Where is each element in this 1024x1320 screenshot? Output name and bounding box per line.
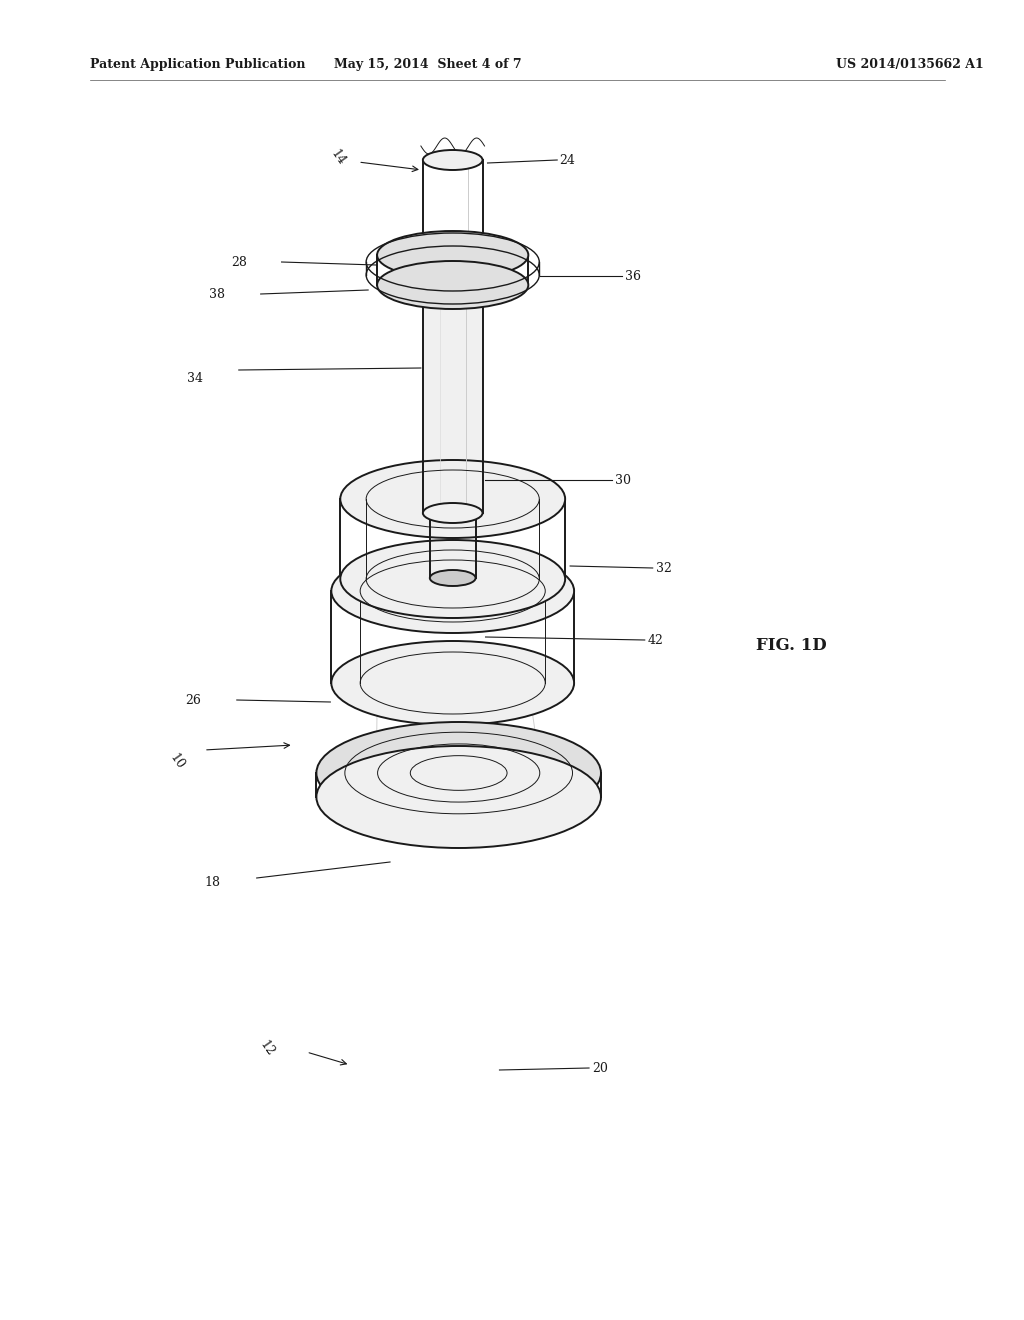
Text: May 15, 2014  Sheet 4 of 7: May 15, 2014 Sheet 4 of 7: [334, 58, 521, 71]
Ellipse shape: [316, 722, 601, 824]
Text: 28: 28: [230, 256, 247, 268]
Text: 30: 30: [614, 474, 631, 487]
Ellipse shape: [377, 231, 528, 279]
Text: 24: 24: [559, 153, 575, 166]
Text: 26: 26: [185, 693, 201, 706]
Ellipse shape: [332, 642, 574, 725]
Ellipse shape: [340, 540, 565, 618]
Text: 12: 12: [257, 1038, 276, 1059]
Text: 36: 36: [625, 269, 641, 282]
Text: 34: 34: [187, 371, 203, 384]
Text: 18: 18: [205, 875, 221, 888]
Text: 38: 38: [209, 288, 225, 301]
Ellipse shape: [430, 570, 475, 586]
Ellipse shape: [316, 746, 601, 847]
Text: 14: 14: [329, 148, 348, 168]
Text: 32: 32: [655, 561, 672, 574]
Text: 20: 20: [592, 1061, 608, 1074]
Text: Patent Application Publication: Patent Application Publication: [89, 58, 305, 71]
Ellipse shape: [423, 503, 482, 523]
Ellipse shape: [332, 549, 574, 634]
Text: US 2014/0135662 A1: US 2014/0135662 A1: [836, 58, 983, 71]
Bar: [423, 285, 482, 513]
Ellipse shape: [423, 150, 482, 170]
Text: 42: 42: [648, 634, 664, 647]
Text: FIG. 1D: FIG. 1D: [756, 636, 827, 653]
Text: 10: 10: [167, 751, 187, 772]
Ellipse shape: [377, 261, 528, 309]
Ellipse shape: [340, 459, 565, 539]
